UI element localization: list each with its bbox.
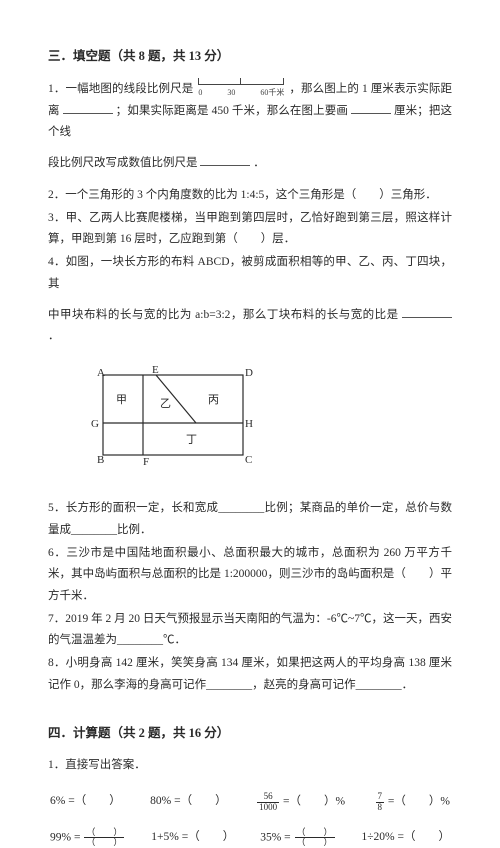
q1-text-e: 段比例尺改写成数值比例尺是 <box>48 157 198 169</box>
ruler-0: 0 <box>198 86 202 101</box>
calc-row-2: 99% = （ ） （ ） 1+5% =（ ） 35% = （ ） （ ） 1÷… <box>48 828 452 848</box>
blank <box>351 103 391 113</box>
q2: 2．一个三角形的 3 个内角度数的比为 1:4:5，这个三角形是（ ）三角形． <box>48 185 452 206</box>
q4b-line: 中甲块布料的长与宽的比为 a:b=3:2，那么丁块布料的长与宽的比是 ． <box>48 305 452 348</box>
calc-row-1: 6% =（ ） 80% =（ ） 56 1000 =（ ）% 7 8 =（ ）% <box>48 792 452 812</box>
q1-text-a: 1．一幅地图的线段比例尺是 <box>48 83 193 95</box>
svg-text:A: A <box>97 367 105 379</box>
section4-sub1: 1．直接写出答案． <box>48 755 452 776</box>
r1c3: 56 1000 =（ ）% <box>256 792 345 812</box>
section3-title: 三．填空题（共 8 题，共 13 分） <box>48 45 452 64</box>
svg-text:B: B <box>97 454 104 466</box>
frac-den: （ ） <box>84 838 124 847</box>
q4a: 4．如图，一块长方形的布料 ABCD，被剪成面积相等的甲、乙、丙、丁四块，其 <box>48 252 452 295</box>
q1-line2: 段比例尺改写成数值比例尺是 ． <box>48 153 452 174</box>
svg-text:C: C <box>245 454 252 466</box>
r2c3-head: 35% = <box>260 832 293 844</box>
svg-text:H: H <box>245 418 253 430</box>
q6: 6．三沙市是中国陆地面积最小、总面积最大的城市，总面积为 260 万平方千米，其… <box>48 543 452 607</box>
r2c3: 35% = （ ） （ ） <box>260 828 335 848</box>
r1c3-tail: =（ ）% <box>280 796 345 808</box>
frac-num: （ ） <box>84 828 124 838</box>
r2c1: 99% = （ ） （ ） <box>50 828 125 848</box>
svg-text:甲: 甲 <box>116 394 127 406</box>
q8: 8．小明身高 142 厘米，笑笑身高 134 厘米，如果把这两人的平均身高 13… <box>48 653 452 696</box>
svg-text:丁: 丁 <box>186 434 197 446</box>
frac-den: （ ） <box>295 838 335 847</box>
r1c4: 7 8 =（ ）% <box>375 792 450 812</box>
frac-num: 56 <box>257 792 279 802</box>
q4c: ． <box>48 330 60 342</box>
ruler-60: 60千米 <box>260 86 284 101</box>
r1c2: 80% =（ ） <box>150 792 226 812</box>
r1c1: 6% =（ ） <box>50 792 121 812</box>
q1-text-c: ；如果实际距离是 450 千米，那么在图上要画 <box>116 105 348 117</box>
q3: 3．甲、乙两人比赛爬楼梯，当甲跑到第四层时，乙恰好跑到第三层，照这样计算，甲跑到… <box>48 208 452 251</box>
r2c4: 1÷20% =（ ） <box>361 828 450 848</box>
frac-num: 7 <box>376 792 385 802</box>
svg-text:D: D <box>245 367 253 379</box>
q1: 1．一幅地图的线段比例尺是 0 30 60千米 ，那么图上的 1 厘米表示实际距… <box>48 78 452 143</box>
frac-den: 8 <box>376 803 385 812</box>
blank <box>200 156 250 166</box>
q4b: 中甲块布料的长与宽的比为 a:b=3:2，那么丁块布料的长与宽的比是 <box>48 309 399 321</box>
frac-den: 1000 <box>257 803 279 812</box>
fraction-icon: 7 8 <box>376 792 385 812</box>
ruler-30: 30 <box>227 86 235 101</box>
r2c2: 1+5% =（ ） <box>151 828 234 848</box>
svg-text:F: F <box>143 456 149 468</box>
svg-text:G: G <box>91 418 99 430</box>
r1c4-tail: =（ ）% <box>385 796 450 808</box>
fraction-icon: （ ） （ ） <box>84 828 124 848</box>
svg-text:丙: 丙 <box>208 394 219 406</box>
section4-title: 四．计算题（共 2 题，共 16 分） <box>48 722 452 741</box>
blank <box>402 308 452 318</box>
q5: 5．长方形的面积一定，长和宽成________比例；某商品的单价一定，总价与数量… <box>48 498 452 541</box>
svg-text:乙: 乙 <box>160 397 171 410</box>
fraction-icon: （ ） （ ） <box>295 828 335 848</box>
frac-num: （ ） <box>295 828 335 838</box>
blank <box>63 103 113 113</box>
q7: 7．2019 年 2 月 20 日天气预报显示当天南阳的气温为：-6℃~7℃，这… <box>48 609 452 652</box>
svg-text:E: E <box>152 364 159 376</box>
ruler: 0 30 60千米 <box>198 78 284 101</box>
fabric-diagram: A E D G H B F C 甲 乙 丙 丁 <box>88 363 452 478</box>
q1-text-f: ． <box>253 157 265 169</box>
r2c1-head: 99% = <box>50 832 83 844</box>
fraction-icon: 56 1000 <box>257 792 279 812</box>
